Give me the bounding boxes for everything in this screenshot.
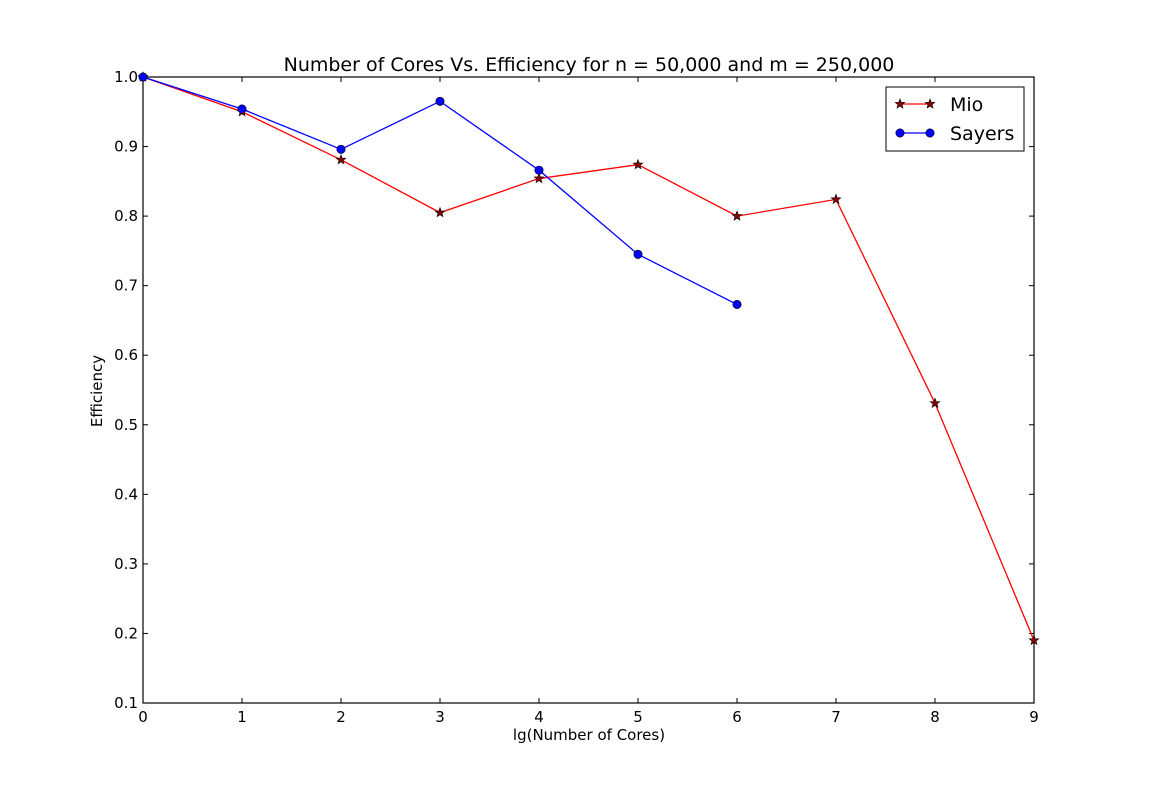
legend-marker — [895, 128, 905, 138]
legend-label: Sayers — [950, 123, 1014, 145]
data-point — [138, 72, 148, 82]
x-axis: 0 1 2 3 4 5 6 7 8 9 — [138, 77, 1039, 726]
data-point — [336, 144, 346, 154]
x-tick-label: 6 — [732, 708, 742, 726]
legend-entry-sayers: Sayers — [895, 123, 1014, 145]
x-tick-label: 9 — [1029, 708, 1039, 726]
y-tick-label: 0.4 — [114, 485, 138, 503]
data-point — [830, 193, 842, 205]
y-tick-label: 0.5 — [114, 416, 138, 434]
plot-area — [142, 76, 1035, 704]
data-point — [335, 153, 347, 165]
legend-box — [885, 86, 1025, 152]
legend-marker — [925, 128, 935, 138]
data-point — [435, 96, 445, 106]
legend-marker — [894, 98, 906, 109]
x-tick-label: 7 — [831, 708, 841, 726]
data-point — [533, 172, 545, 184]
y-tick-label: 0.7 — [114, 277, 138, 295]
y-axis: 0.1 0.2 0.3 0.4 0.5 0.6 0.7 0.8 0.9 1.0 — [114, 68, 1034, 712]
y-tick-label: 0.1 — [114, 694, 138, 712]
legend: Mio Sayers — [885, 86, 1025, 152]
legend-entry-mio: Mio — [894, 94, 983, 116]
data-point — [632, 158, 644, 170]
data-point — [534, 165, 544, 175]
series-line — [142, 76, 1035, 641]
legend-label: Mio — [950, 94, 983, 116]
y-axis-label: Efficiency — [88, 355, 106, 427]
legend-marker — [924, 98, 936, 109]
x-tick-label: 5 — [633, 708, 643, 726]
data-point — [929, 397, 941, 408]
x-tick-label: 2 — [336, 708, 346, 726]
data-point — [633, 249, 643, 259]
x-axis-label: lg(Number of Cores) — [513, 726, 665, 744]
y-tick-label: 0.2 — [114, 624, 138, 642]
data-point — [732, 299, 742, 309]
y-tick-label: 0.9 — [114, 138, 138, 156]
data-point — [434, 206, 446, 218]
series-sayers — [138, 72, 742, 309]
y-tick-label: 0.8 — [114, 207, 138, 225]
x-tick-label: 0 — [138, 708, 148, 726]
data-point — [731, 210, 743, 221]
x-tick-label: 4 — [534, 708, 544, 726]
x-tick-label: 1 — [237, 708, 247, 726]
series-layer — [137, 71, 1040, 646]
data-point — [237, 104, 247, 114]
y-tick-label: 0.3 — [114, 555, 138, 573]
plot-frame — [142, 76, 1035, 704]
data-point — [1028, 634, 1040, 646]
y-tick-label: 0.6 — [114, 346, 138, 364]
chart-title: Number of Cores Vs. Efficiency for n = 5… — [284, 54, 895, 76]
x-tick-label: 3 — [435, 708, 445, 726]
y-tick-label: 1.0 — [114, 68, 138, 86]
x-tick-label: 8 — [930, 708, 940, 726]
